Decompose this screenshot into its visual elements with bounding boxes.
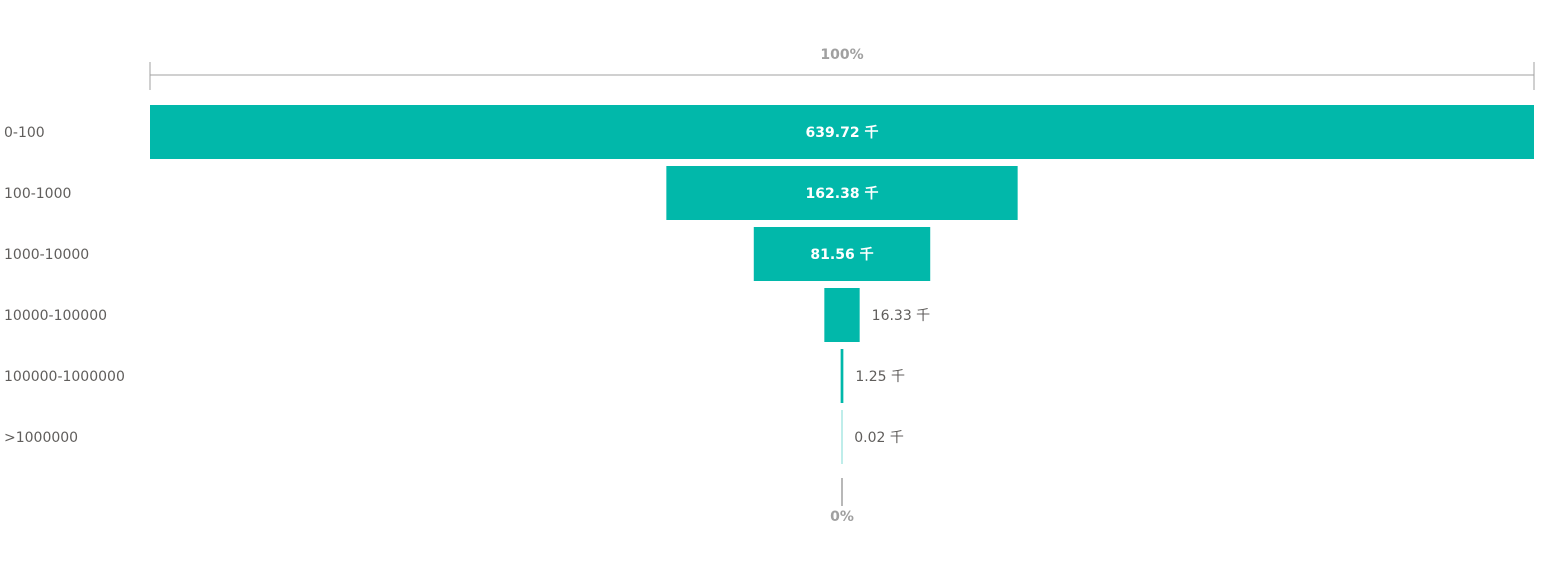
funnel-bar[interactable] xyxy=(753,227,931,281)
bottom-percent-label: 0% xyxy=(830,509,854,525)
value-label: 16.33 千 xyxy=(872,308,931,324)
funnel-bars: 0-100 639.72 千 100-1000 162.38 千 1000-10000 8… xyxy=(4,105,1534,464)
funnel-bar[interactable] xyxy=(841,410,843,464)
funnel-bar[interactable] xyxy=(840,349,844,403)
category-label: 10000-100000 xyxy=(4,308,107,324)
value-label: 0.02 千 xyxy=(854,430,904,446)
value-label: 162.38 千 xyxy=(806,185,879,202)
funnel-bar[interactable] xyxy=(150,105,1534,159)
category-label: 100000-1000000 xyxy=(4,369,125,385)
value-label: 639.72 千 xyxy=(806,124,879,141)
top-percent-label: 100% xyxy=(820,47,863,63)
value-label: 1.25 千 xyxy=(855,369,905,385)
category-label: >1000000 xyxy=(4,430,78,446)
category-label: 1000-10000 xyxy=(4,247,89,263)
category-label: 0-100 xyxy=(4,125,45,141)
funnel-bar[interactable] xyxy=(666,166,1018,220)
value-label: 81.56 千 xyxy=(810,246,873,263)
category-label: 100-1000 xyxy=(4,186,71,202)
funnel-bar[interactable] xyxy=(824,288,860,342)
